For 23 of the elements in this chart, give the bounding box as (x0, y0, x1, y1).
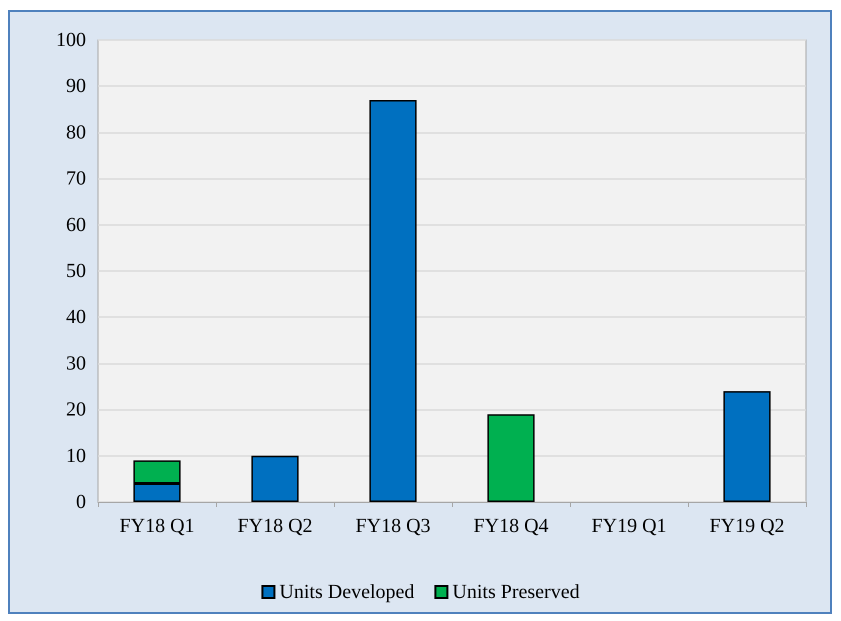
x-tick-label: FY18 Q2 (237, 515, 313, 537)
y-tick-label: 30 (66, 352, 86, 374)
y-tick-label: 10 (66, 444, 86, 467)
y-tick-label: 60 (66, 214, 86, 236)
y-tick-label: 90 (66, 75, 86, 98)
y-tick-label: 50 (66, 260, 86, 282)
y-tick-label: 70 (66, 168, 86, 190)
y-tick-label: 80 (66, 121, 86, 144)
legend-label: Units Developed (279, 581, 414, 603)
x-tick-label: FY19 Q1 (591, 515, 667, 537)
x-tick-label: FY19 Q2 (709, 515, 785, 537)
y-tick-label: 100 (56, 29, 86, 51)
legend-label: Units Preserved (452, 581, 580, 603)
x-tick-label: FY18 Q1 (119, 515, 195, 537)
bar (487, 414, 535, 502)
bar (723, 391, 771, 502)
bar (251, 456, 299, 502)
y-tick-label: 40 (66, 306, 86, 328)
x-tick-label: FY18 Q3 (355, 515, 431, 537)
bar (369, 100, 417, 502)
y-tick-label: 20 (66, 398, 86, 421)
x-tick-label: FY18 Q4 (473, 515, 549, 537)
y-tick-label: 0 (76, 491, 86, 513)
